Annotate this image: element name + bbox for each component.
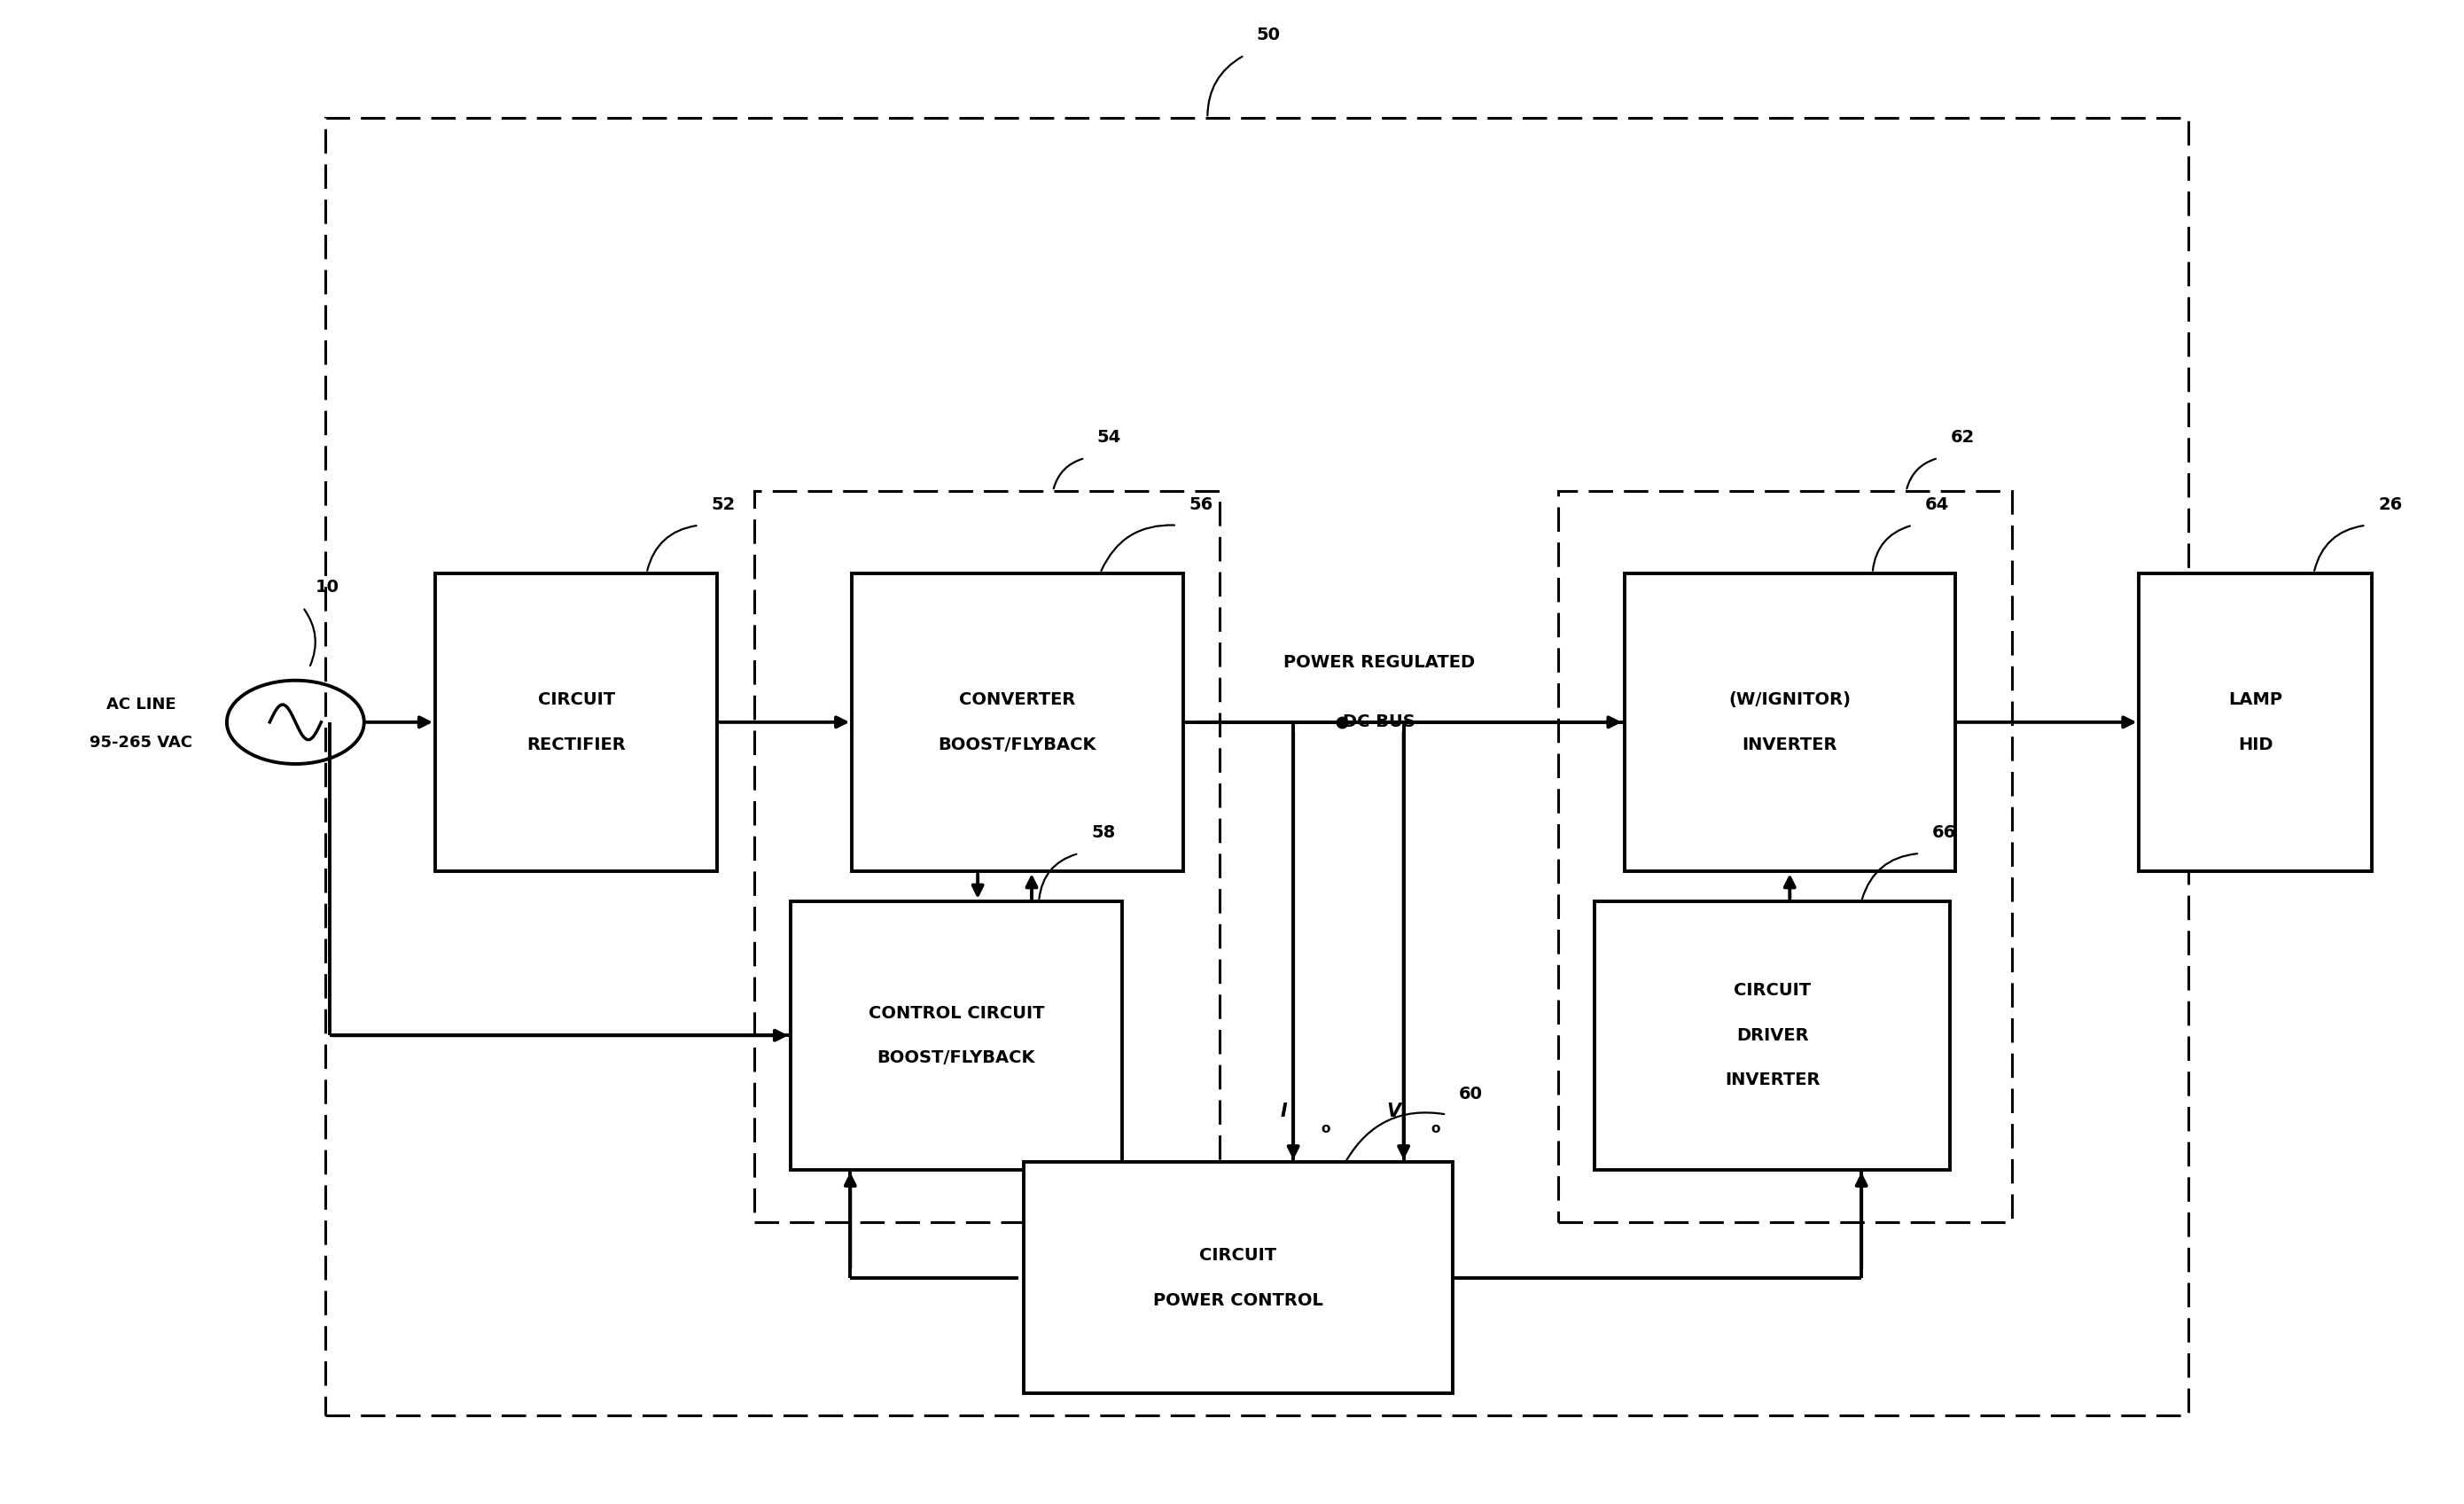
Bar [436,573,717,871]
Bar [791,901,1121,1170]
Text: 58: 58 [1092,824,1116,842]
Text: BOOST/FLYBACK: BOOST/FLYBACK [939,735,1096,754]
Text: 56: 56 [1190,496,1212,513]
Bar [1557,490,2011,1221]
Text: 52: 52 [712,496,734,513]
Bar [1624,573,1956,871]
Text: INVERTER: INVERTER [1725,1072,1821,1089]
Bar [754,490,1220,1221]
Text: V: V [1387,1102,1402,1120]
Text: 54: 54 [1096,429,1121,447]
Text: 60: 60 [1459,1086,1483,1102]
Text: I: I [1281,1102,1286,1120]
Text: POWER REGULATED: POWER REGULATED [1284,654,1476,671]
Text: CIRCUIT: CIRCUIT [1200,1247,1276,1263]
Text: LAMP: LAMP [2227,692,2282,708]
Text: HID: HID [2237,735,2274,754]
Text: 62: 62 [1951,429,1974,447]
Text: o: o [1432,1122,1439,1136]
Bar [1023,1163,1454,1393]
Text: 26: 26 [2378,496,2402,513]
Bar [853,573,1183,871]
Text: 64: 64 [1924,496,1949,513]
Text: POWER CONTROL: POWER CONTROL [1153,1292,1323,1308]
Text: 95-265 VAC: 95-265 VAC [89,735,192,750]
Bar [1594,901,1951,1170]
Text: DRIVER: DRIVER [1737,1027,1809,1044]
Text: CONTROL CIRCUIT: CONTROL CIRCUIT [867,1005,1045,1021]
Text: o: o [1321,1122,1331,1136]
Text: AC LINE: AC LINE [106,696,175,713]
Bar [325,117,2188,1415]
Text: INVERTER: INVERTER [1742,735,1838,754]
Text: 66: 66 [1932,824,1956,842]
Bar [2139,573,2373,871]
Text: CONVERTER: CONVERTER [958,692,1077,708]
Text: BOOST/FLYBACK: BOOST/FLYBACK [877,1050,1035,1066]
Text: RECTIFIER: RECTIFIER [527,735,626,754]
Text: DC BUS: DC BUS [1343,714,1414,731]
Text: 10: 10 [315,579,340,596]
Text: 50: 50 [1257,27,1281,44]
Text: (W/IGNITOR): (W/IGNITOR) [1730,692,1850,708]
Text: CIRCUIT: CIRCUIT [537,692,616,708]
Text: CIRCUIT: CIRCUIT [1735,982,1811,999]
